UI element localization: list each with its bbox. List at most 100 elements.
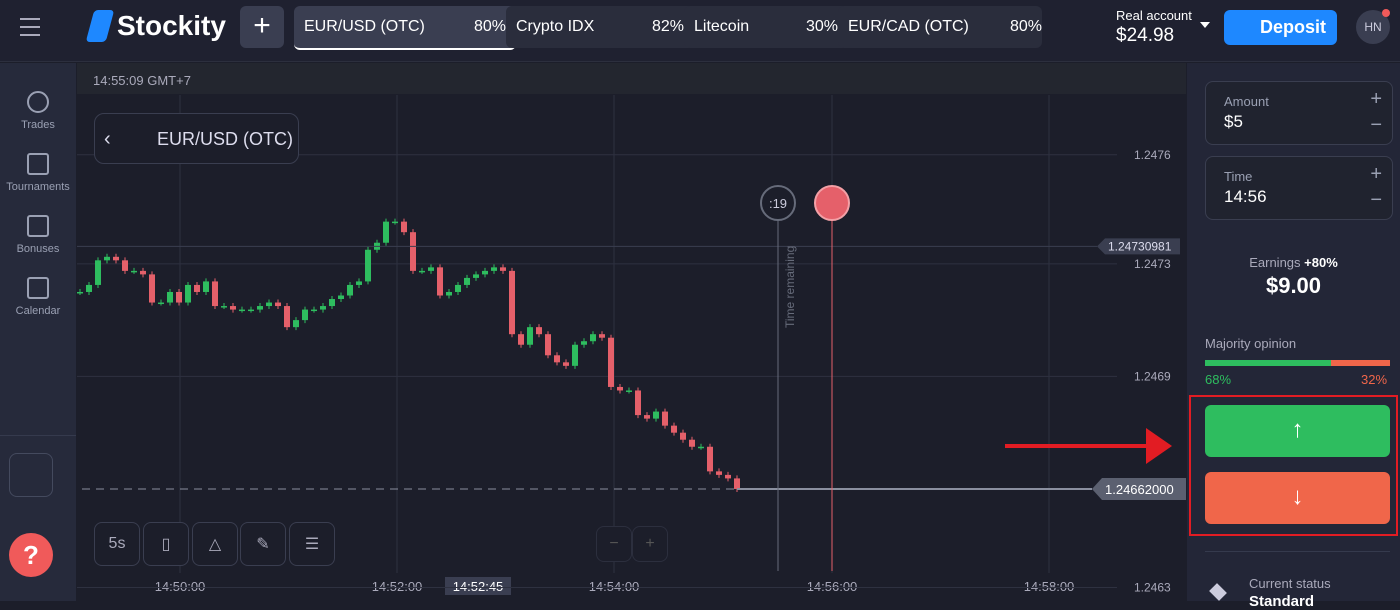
majority-label: Majority opinion (1205, 336, 1297, 351)
candle (176, 291, 182, 303)
drawing-button[interactable]: △ (192, 522, 238, 566)
earnings-payout: +80% (1304, 255, 1338, 270)
majority-down-bar (1330, 360, 1390, 366)
candle (554, 355, 560, 363)
account-dropdown[interactable] (1200, 22, 1210, 33)
annotation-arrowhead (1146, 428, 1172, 464)
candle (671, 425, 677, 433)
candle (527, 327, 533, 345)
candle (221, 306, 227, 308)
zoom-out[interactable]: − (596, 526, 632, 562)
nav-icon (27, 215, 49, 237)
layout-button[interactable]: ☰ (289, 522, 335, 566)
candle (338, 295, 344, 300)
asset-tab[interactable]: EUR/USD (OTC) 80% (294, 6, 516, 50)
add-tab[interactable]: + (240, 6, 284, 48)
candle (365, 249, 371, 282)
candle (293, 320, 299, 328)
tab-name: Crypto IDX (516, 18, 595, 35)
asset-tab[interactable]: EUR/CAD (OTC) 80% (838, 6, 1042, 48)
header: Stockity + EUR/USD (OTC) 80% Crypto IDX 82… (0, 0, 1400, 62)
candle (419, 270, 425, 273)
candle (473, 274, 479, 278)
expiry-badge (814, 185, 850, 221)
candle (140, 270, 146, 275)
x-tick-label: 14:52:00 (372, 579, 423, 594)
nav-item[interactable]: Tournaments (0, 153, 76, 193)
asset-selector[interactable]: EUR/USD (OTC) (94, 113, 299, 164)
candle (482, 270, 488, 275)
majority-up: 68% (1205, 372, 1232, 387)
majority-up-bar (1205, 360, 1331, 366)
countdown-badge (760, 185, 796, 221)
nav-item[interactable]: Trades (0, 91, 76, 131)
pencil-button[interactable]: ✎ (240, 522, 286, 566)
candle (617, 386, 623, 391)
time-label: Time (1224, 169, 1253, 184)
account-label[interactable]: Real account (1116, 8, 1192, 23)
divider (1205, 551, 1390, 552)
notification-dot (1382, 9, 1390, 17)
asset-tab[interactable]: Crypto IDX 82% (506, 6, 694, 48)
asset-tab[interactable]: Litecoin 30% (684, 6, 848, 48)
candle (329, 299, 335, 307)
rocket-button[interactable] (9, 453, 53, 497)
candle (131, 270, 137, 273)
candle (572, 344, 578, 366)
nav-item[interactable]: Bonuses (0, 215, 76, 255)
zoom-in[interactable]: + (632, 526, 668, 562)
candle (680, 432, 686, 440)
time-input[interactable]: Time 14:56 + − (1205, 156, 1393, 220)
timeframe: 5s (108, 535, 126, 552)
amount-input[interactable]: Amount $5 + − (1205, 81, 1393, 145)
candle (437, 267, 443, 296)
back-arrow[interactable]: ‹ (104, 128, 111, 150)
countdown: :19 (769, 196, 787, 211)
asset-name: EUR/USD (OTC) (157, 129, 293, 149)
candle (410, 232, 416, 271)
clock: 14:55:09 GMT+7 (93, 73, 191, 88)
y-tick-label: 1.2473 (1134, 257, 1171, 271)
candle (518, 334, 524, 345)
candle (347, 284, 353, 296)
x-tick-label: 14:50:00 (155, 579, 206, 594)
menu-button[interactable] (20, 18, 40, 36)
candle (122, 260, 128, 271)
candle (536, 327, 542, 335)
y-tick-label: 1.2463 (1134, 580, 1171, 594)
nav-item[interactable]: Calendar (0, 277, 76, 317)
chart-type-button[interactable]: ▯ (143, 522, 189, 566)
earnings-label: Earnings (1249, 255, 1301, 270)
earnings-value: $9.00 (1265, 273, 1322, 298)
up-button[interactable]: ↑ (1205, 405, 1390, 457)
account-balance[interactable]: $24.98 (1116, 25, 1175, 46)
candle (248, 309, 254, 312)
candle (266, 302, 272, 307)
candle (590, 334, 596, 342)
candle (464, 277, 470, 285)
candle (725, 474, 731, 479)
tab-payout: 80% (473, 18, 506, 35)
timeframe-button[interactable]: 5s (94, 522, 140, 566)
annotation-arrow (1005, 444, 1150, 448)
nav-label: Trades (21, 119, 55, 131)
price-tag (1097, 238, 1180, 255)
nav-icon (27, 91, 49, 113)
divider (0, 435, 76, 436)
tab-name: EUR/USD (OTC) (304, 18, 425, 35)
candle (194, 284, 200, 292)
help-button[interactable]: ? (9, 533, 53, 577)
candle (230, 306, 236, 310)
status-value: Standard (1249, 593, 1315, 610)
y-tick-label: 1.2469 (1134, 369, 1171, 383)
candle (626, 390, 632, 392)
x-tick-label: 14:54:00 (589, 579, 640, 594)
amount-label: Amount (1224, 94, 1269, 109)
highlight-box (1189, 395, 1398, 536)
candle (356, 281, 362, 285)
down-button[interactable]: ↓ (1205, 472, 1390, 524)
candle (707, 446, 713, 472)
candle (401, 221, 407, 233)
deposit-button[interactable]: Deposit (1224, 10, 1337, 45)
